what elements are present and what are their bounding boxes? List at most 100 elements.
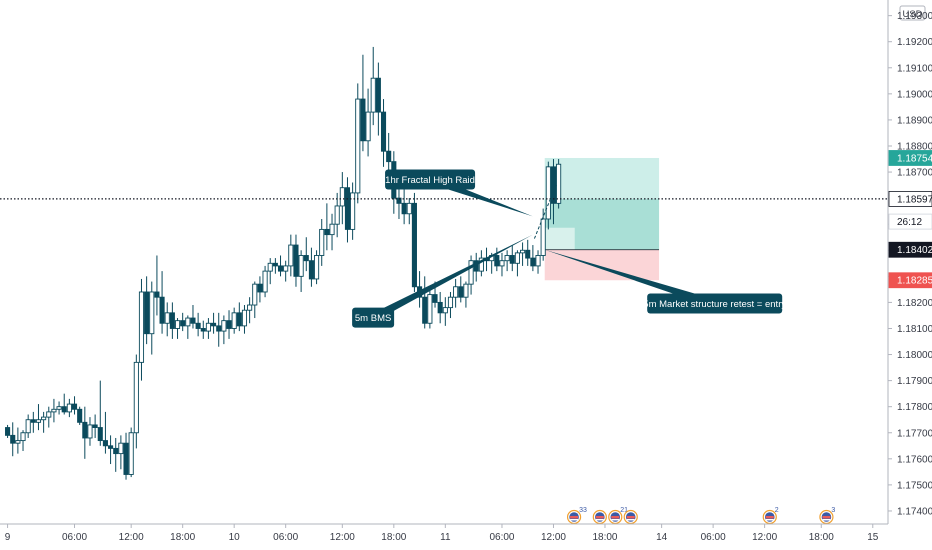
time-axis[interactable]: 9 06:00 12:00 18:00 10 06:00 12:00 18:00 11 06:00… xyxy=(0,523,888,543)
candle xyxy=(252,281,258,319)
time-tick-label: 11 xyxy=(440,532,451,543)
price-tick-label: 1.17600 xyxy=(897,454,932,465)
price-label-text: 1.18402 xyxy=(897,245,932,256)
candle xyxy=(324,203,330,251)
callout[interactable]: 5m BMS xyxy=(352,234,533,328)
candle-body xyxy=(396,197,402,204)
price-label-box xyxy=(888,191,932,207)
candle-body xyxy=(35,419,42,423)
price-tick-label: 1.19100 xyxy=(897,63,932,74)
callout-box[interactable] xyxy=(352,307,395,328)
candle-body xyxy=(463,283,469,298)
event-flag-icon[interactable]: 21 xyxy=(608,507,628,525)
candle xyxy=(540,208,546,261)
price-label[interactable]: 26:12 xyxy=(888,213,932,230)
candle xyxy=(411,192,417,292)
event-count: 2 xyxy=(775,507,779,514)
candle-body xyxy=(164,312,170,324)
time-tick-label: 12:00 xyxy=(541,532,566,543)
event-stripe xyxy=(822,516,831,519)
event-stripe xyxy=(611,516,620,519)
callout-label: 5m BMS xyxy=(355,313,391,324)
candle xyxy=(257,276,263,303)
price-label[interactable]: 1.18597 xyxy=(888,191,932,207)
candle xyxy=(195,312,201,337)
candle-body xyxy=(545,166,551,220)
candle-body xyxy=(525,249,531,259)
candle xyxy=(200,320,206,339)
event-flag-icon[interactable]: 2 xyxy=(762,507,779,525)
candle-body xyxy=(97,427,103,442)
candle-body xyxy=(56,406,62,410)
drawings[interactable] xyxy=(0,184,888,239)
candle xyxy=(133,354,139,449)
candle-body xyxy=(401,202,407,215)
candle-body xyxy=(277,265,284,272)
annotations[interactable]: 1hr Fractal High Raid 5m BMS 5m Market str… xyxy=(352,169,787,328)
price-tick-label: 1.17800 xyxy=(897,402,932,413)
currency-label: USD xyxy=(902,9,922,20)
candle xyxy=(535,250,541,274)
candle-body xyxy=(520,249,526,254)
candle xyxy=(56,401,62,415)
candle xyxy=(427,286,433,329)
callout-box[interactable] xyxy=(647,293,783,314)
callout[interactable]: 5m Market structure retest = entry xyxy=(544,249,787,314)
economic-events[interactable]: 33 21 2 3 xyxy=(566,507,836,525)
position-tool[interactable] xyxy=(544,157,660,281)
candle xyxy=(545,161,551,230)
callout-box[interactable] xyxy=(385,169,476,190)
event-flag-icon[interactable]: 3 xyxy=(819,507,836,525)
candle xyxy=(344,177,351,243)
candle-body xyxy=(71,403,78,410)
candle-body xyxy=(236,312,242,327)
stop-zone[interactable] xyxy=(544,249,660,281)
price-label[interactable]: 1.18402 xyxy=(888,241,932,258)
currency-badge[interactable]: USD xyxy=(899,5,926,21)
candle-body xyxy=(154,291,160,298)
candle xyxy=(118,435,124,470)
candle xyxy=(458,276,464,303)
event-flag-icon[interactable] xyxy=(592,509,607,525)
price-tick-label: 1.19200 xyxy=(897,37,932,48)
candle-body xyxy=(288,244,294,267)
time-tick-label: 9 xyxy=(5,532,11,543)
candle xyxy=(262,265,268,298)
candle xyxy=(46,406,52,428)
candle xyxy=(231,307,237,334)
callout-label: 1hr Fractal High Raid xyxy=(385,175,475,186)
candle-body xyxy=(386,150,392,163)
candle xyxy=(35,404,42,431)
candle xyxy=(350,182,356,240)
callout[interactable]: 1hr Fractal High Raid xyxy=(385,169,533,217)
candle-body xyxy=(319,228,325,256)
price-label[interactable]: 1.18754 xyxy=(888,150,932,166)
candle-body xyxy=(185,317,191,327)
candle-body xyxy=(556,163,562,204)
event-flag-icon[interactable] xyxy=(623,509,638,525)
candle xyxy=(221,315,227,345)
candle xyxy=(169,302,175,339)
candle xyxy=(211,312,217,334)
event-stripe xyxy=(765,516,774,519)
candle xyxy=(108,435,114,465)
price-label[interactable]: 1.18285 xyxy=(888,272,932,289)
event-stripe xyxy=(626,516,635,519)
candle-body xyxy=(190,317,196,324)
candle xyxy=(520,242,526,266)
candle-body xyxy=(324,228,330,236)
candle xyxy=(180,312,186,332)
candle xyxy=(509,245,515,272)
candle xyxy=(113,437,119,472)
event-count: 33 xyxy=(579,507,587,514)
candle-body xyxy=(442,307,448,314)
candle xyxy=(360,54,366,152)
candle-body xyxy=(159,296,165,324)
candle-body xyxy=(283,265,289,272)
candle-body xyxy=(25,419,31,434)
candle xyxy=(82,406,88,459)
